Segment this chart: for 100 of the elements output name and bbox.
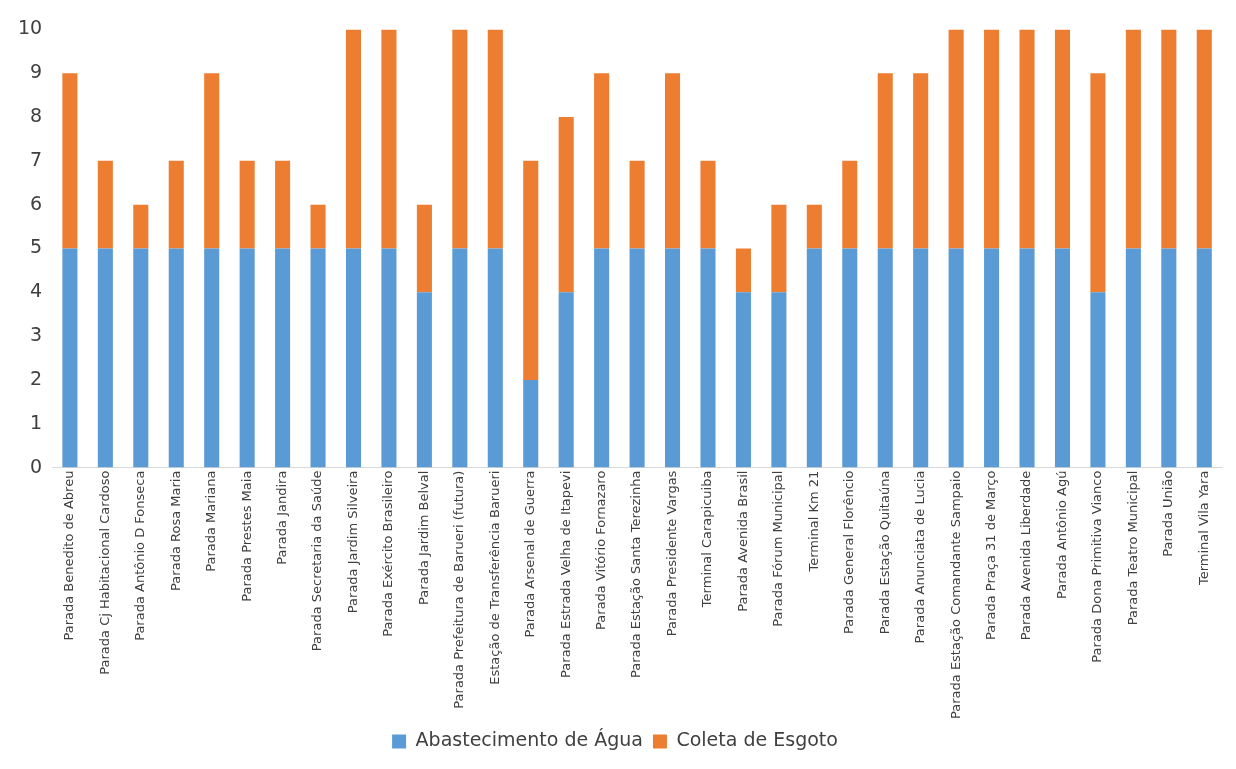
x-tick-label: Parada Rosa Maria (167, 470, 183, 591)
x-tick-label: Parada Secretaria da Saúde (309, 470, 325, 652)
bar (1090, 292, 1106, 468)
bar (239, 248, 255, 468)
x-tick-label: Parada Prestes Maia (238, 470, 254, 602)
bar (558, 292, 574, 468)
x-tick-label: Parada Teatro Municipal (1124, 470, 1140, 626)
bar (842, 160, 858, 249)
bar (416, 292, 432, 468)
x-tick-label: Parada Mariana (203, 470, 219, 572)
bar (771, 204, 787, 293)
x-tick-label: Parada Estrada Velha de Itapevi (557, 470, 573, 678)
x-tick-label: Parada Avenida Brasil (734, 470, 750, 612)
bar (1090, 73, 1106, 293)
bar (62, 73, 78, 249)
bar (523, 160, 539, 380)
x-tick-label: Parada Cj Habitacional Cardoso (96, 470, 112, 675)
bar (452, 29, 468, 249)
bar (806, 248, 822, 468)
bar (381, 29, 397, 249)
bar (310, 248, 326, 468)
bar (1196, 248, 1212, 468)
y-tick-label: 9 (30, 60, 43, 83)
bar (133, 204, 149, 249)
y-tick-label: 5 (30, 235, 43, 258)
x-tick-label: Parada Exército Brasileiro (380, 470, 396, 637)
bar (97, 160, 113, 249)
bar (594, 73, 610, 249)
bar (416, 204, 432, 293)
x-tick-label: Estação de Transferência Barueri (486, 470, 502, 685)
bar (275, 248, 291, 468)
x-tick-label: Parada Dona Primitiva Vianco (1089, 470, 1105, 663)
bar (984, 29, 1000, 249)
bar (771, 292, 787, 468)
legend-label: Coleta de Esgoto (676, 728, 838, 751)
bar (1125, 248, 1141, 468)
x-tick-label: Parada Estação Comandante Sampaio (947, 470, 963, 720)
x-tick-label: Parada Arsenal de Guerra (522, 470, 538, 638)
bar (558, 117, 574, 293)
bar (948, 29, 964, 249)
bar (487, 248, 503, 468)
y-tick-label: 0 (30, 454, 43, 477)
x-tick-label: Terminal Vila Yara (1195, 470, 1211, 587)
x-tick-label: Parada Praça 31 de Março (982, 470, 998, 641)
bar (1161, 248, 1177, 468)
bar (665, 248, 681, 468)
y-tick-label: 7 (30, 147, 43, 170)
bar (594, 248, 610, 468)
bar (345, 29, 362, 249)
bar (97, 248, 113, 468)
x-tick-label: Parada União (1160, 470, 1176, 557)
bar (204, 248, 220, 468)
x-tick-label: Terminal Km 21 (805, 470, 821, 573)
x-tick-label: Parada Jardim Belval (415, 470, 431, 605)
bar (735, 248, 751, 293)
bar (1196, 29, 1212, 249)
bar (913, 248, 929, 468)
bar (487, 29, 503, 249)
y-tick-label: 3 (30, 323, 43, 346)
y-tick-label: 2 (30, 366, 43, 389)
bar (984, 248, 1000, 468)
bar (381, 248, 397, 468)
bar (877, 248, 893, 468)
x-tick-label: Parada General Florêncio (841, 470, 857, 634)
bar (1161, 29, 1177, 249)
y-tick-label: 10 (17, 16, 43, 39)
bar (168, 160, 184, 249)
y-tick-label: 4 (30, 279, 43, 302)
x-tick-label: Parada Jandira (273, 470, 289, 565)
bar (1054, 29, 1071, 249)
bar (452, 248, 468, 468)
bar (629, 248, 645, 468)
x-tick-label: Parada Anunciata de Lucia (912, 470, 928, 644)
x-tick-label: Parada Benedito de Abreu (61, 470, 77, 641)
x-tick-label: Parada Antônio D Fonseca (132, 470, 148, 641)
bar (1054, 248, 1071, 468)
bar (1019, 248, 1035, 468)
bar (700, 248, 716, 468)
bar (275, 160, 291, 249)
bar (877, 73, 893, 249)
bar (948, 248, 964, 468)
bar (239, 160, 255, 249)
bar (1125, 29, 1141, 249)
x-tick-label: Parada Prefeitura de Barueri (futura) (451, 470, 467, 709)
x-tick-label: Parada Avenida Liberdade (1018, 470, 1034, 641)
bar (168, 248, 184, 468)
bar (629, 160, 645, 249)
bar (204, 73, 220, 249)
y-tick-label: 6 (30, 191, 43, 214)
bar (665, 73, 681, 249)
bar (345, 248, 362, 468)
bar (700, 160, 716, 249)
bar (62, 248, 78, 468)
x-tick-label: Parada Antônio Agú (1053, 470, 1069, 600)
bar (913, 73, 929, 249)
x-tick-label: Parada Presidente Vargas (663, 470, 679, 637)
bar (1019, 29, 1035, 249)
bar (735, 292, 751, 468)
y-tick-label: 1 (30, 410, 43, 433)
x-tick-label: Parada Estação Santa Terezinha (628, 470, 644, 679)
